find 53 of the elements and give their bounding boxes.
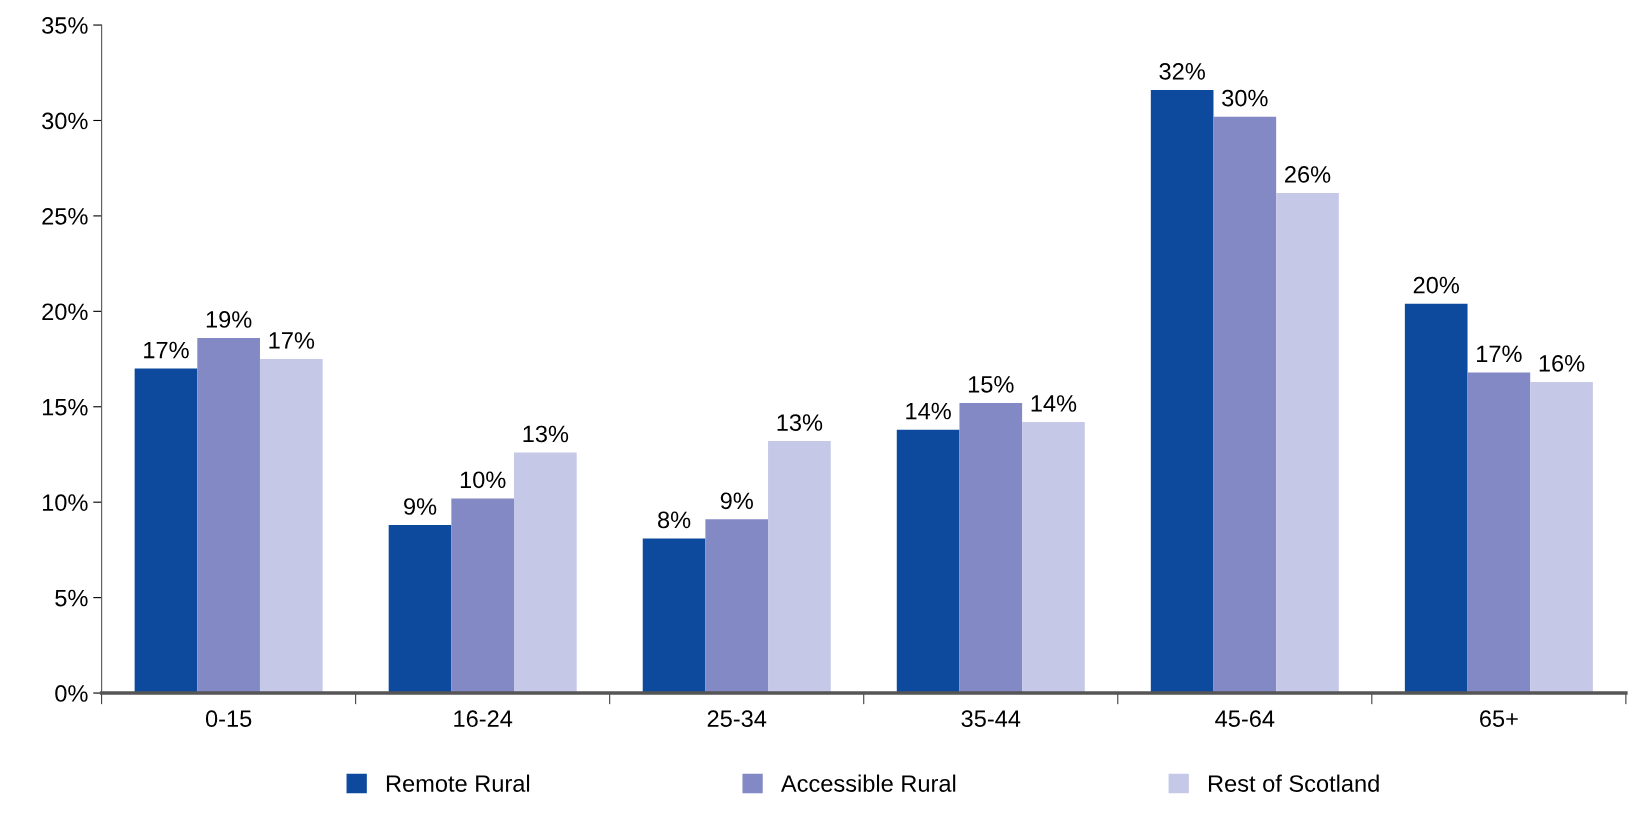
data-label: 14%: [906, 402, 951, 420]
bar: [768, 441, 831, 694]
bar: [259, 359, 323, 694]
y-tick-label: 35%: [42, 17, 88, 34]
bar: [705, 519, 769, 694]
bar: [1404, 303, 1468, 694]
data-label: 8%: [658, 511, 691, 529]
bar: [1150, 89, 1214, 694]
data-label: 9%: [720, 492, 753, 510]
bar: [959, 402, 1023, 694]
data-label: 17%: [269, 332, 315, 349]
data-label: 10%: [460, 471, 506, 489]
bar: [1530, 381, 1593, 694]
y-tick-label: 25%: [42, 207, 88, 225]
x-tick-label: 65+: [1480, 710, 1518, 728]
x-tick-label: 25-34: [707, 710, 767, 728]
x-tick-label: 35-44: [961, 710, 1021, 728]
y-tick-label: 0%: [55, 685, 88, 702]
data-label: 17%: [144, 341, 189, 359]
bar: [1276, 193, 1339, 694]
data-label: 19%: [206, 311, 252, 328]
y-tick-label: 10%: [42, 494, 88, 511]
bar: [896, 429, 960, 694]
data-label: 14%: [1031, 395, 1077, 412]
data-label: 16%: [1539, 355, 1585, 372]
x-tick-label: 0-15: [205, 710, 252, 728]
data-label: 15%: [968, 376, 1014, 393]
x-tick-label: 16-24: [454, 710, 513, 728]
bar: [1213, 116, 1277, 694]
y-tick-label: 15%: [42, 398, 88, 416]
data-label: 17%: [1477, 345, 1522, 363]
y-tick-label: 20%: [42, 303, 88, 321]
y-tick-label: 30%: [42, 112, 88, 130]
data-label: 13%: [523, 425, 569, 443]
bar: [451, 498, 515, 694]
data-label: 13%: [777, 414, 823, 431]
bar: [134, 368, 198, 694]
bar: [1467, 372, 1531, 694]
data-label: 26%: [1285, 166, 1331, 183]
legend-label: Remote Rural: [386, 774, 530, 792]
y-tick-label: 5%: [55, 589, 88, 607]
bar: [1022, 422, 1085, 694]
legend-label: Accessible Rural: [780, 774, 956, 792]
bar: [388, 525, 452, 694]
x-tick-label: 45-64: [1215, 710, 1275, 728]
bar: [197, 338, 260, 694]
bar: [514, 452, 577, 694]
data-label: 20%: [1413, 276, 1459, 294]
data-label: 30%: [1222, 89, 1268, 107]
bar: [642, 538, 706, 694]
data-label: 9%: [404, 498, 437, 515]
data-label: 32%: [1159, 63, 1205, 80]
legend-label: Rest of Scotland: [1208, 774, 1379, 792]
